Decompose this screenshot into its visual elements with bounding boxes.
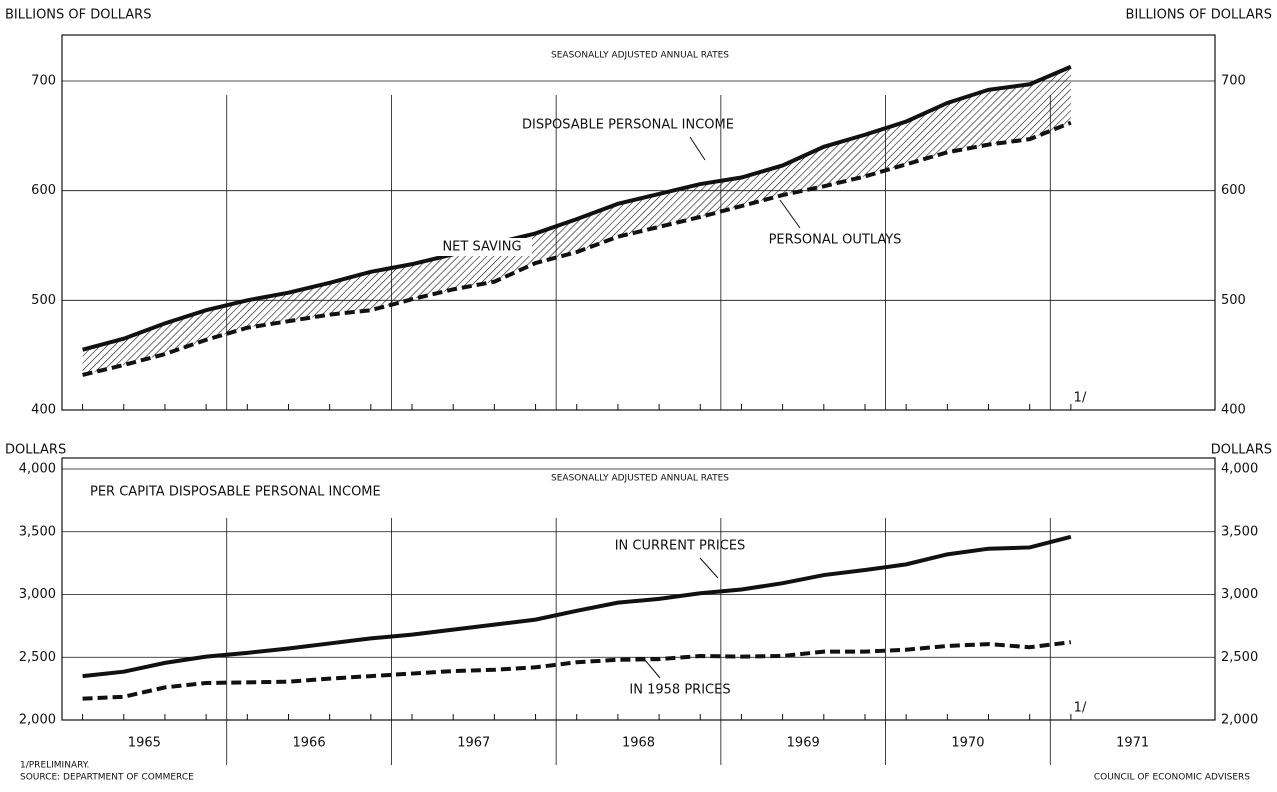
y-axis-label: DOLLARS (5, 443, 66, 458)
series-label: DISPOSABLE PERSONAL INCOME (522, 118, 734, 133)
y-tick-label: 500 (1221, 293, 1246, 308)
y-tick-label: 3,000 (19, 587, 56, 602)
y-axis-label: DOLLARS (1211, 443, 1272, 458)
x-tick-label: 1968 (622, 736, 655, 751)
x-tick-label: 1966 (293, 736, 326, 751)
annotation: NET SAVING (442, 240, 521, 255)
y-tick-label: 500 (31, 293, 56, 308)
source: SOURCE: DEPARTMENT OF COMMERCE (20, 773, 194, 783)
y-tick-label: 3,500 (19, 524, 56, 539)
series-line (82, 534, 1072, 679)
x-tick-label: 1971 (1116, 736, 1149, 751)
y-tick-label: 600 (31, 183, 56, 198)
note-mark: 1/ (1074, 701, 1087, 716)
x-tick-label: 1965 (128, 736, 161, 751)
credit: COUNCIL OF ECONOMIC ADVISERS (1094, 773, 1250, 783)
y-tick-label: 400 (31, 403, 56, 418)
series-label: PERSONAL OUTLAYS (769, 233, 902, 248)
y-tick-label: 4,000 (1221, 462, 1258, 477)
series-label: IN CURRENT PRICES (615, 539, 746, 554)
leader-line (689, 136, 706, 161)
y-tick-label: 400 (1221, 403, 1246, 418)
subtitle: SEASONALLY ADJUSTED ANNUAL RATES (551, 51, 729, 61)
note-mark: 1/ (1074, 391, 1087, 406)
y-tick-label: 700 (31, 74, 56, 89)
leader-line (644, 659, 661, 679)
y-tick-label: 600 (1221, 183, 1246, 198)
y-tick-label: 2,000 (19, 713, 56, 728)
subtitle: SEASONALLY ADJUSTED ANNUAL RATES (551, 474, 729, 484)
footnote: 1/PRELIMINARY. (20, 761, 89, 771)
series-label: IN 1958 PRICES (629, 683, 730, 698)
chart-title: PER CAPITA DISPOSABLE PERSONAL INCOME (90, 485, 381, 500)
x-tick-label: 1967 (457, 736, 490, 751)
leader-line (699, 557, 719, 579)
y-tick-label: 2,500 (1221, 650, 1258, 665)
y-tick-label: 2,000 (1221, 713, 1258, 728)
y-tick-label: 700 (1221, 74, 1246, 89)
y-tick-label: 4,000 (19, 462, 56, 477)
series-line (82, 120, 1072, 377)
annotation-bg (432, 238, 532, 256)
y-tick-label: 3,000 (1221, 587, 1258, 602)
y-tick-label: 3,500 (1221, 524, 1258, 539)
x-tick-label: 1970 (951, 736, 984, 751)
leader-line (779, 199, 801, 229)
series-line (82, 64, 1072, 352)
y-tick-label: 2,500 (19, 650, 56, 665)
y-axis-label: BILLIONS OF DOLLARS (5, 8, 151, 23)
y-axis-label: BILLIONS OF DOLLARS (1126, 8, 1272, 23)
x-tick-label: 1969 (787, 736, 820, 751)
series-line (82, 640, 1072, 701)
